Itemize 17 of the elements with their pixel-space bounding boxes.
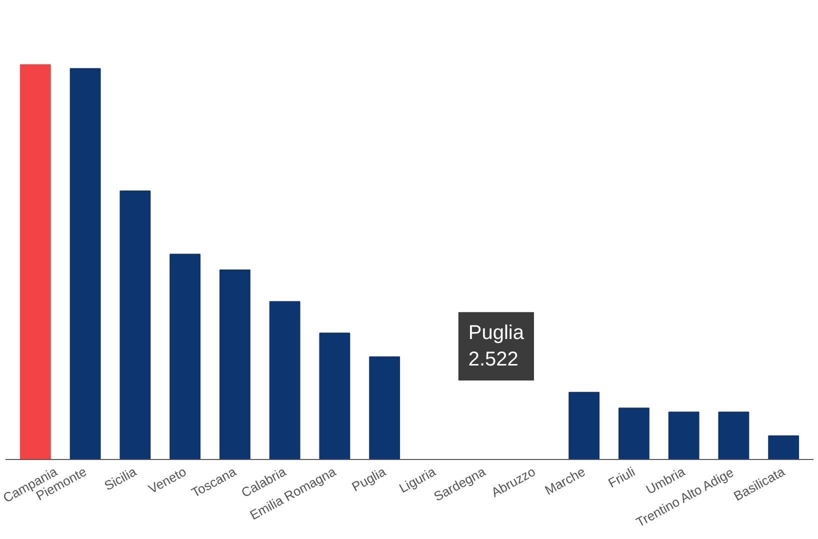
bar [269, 301, 300, 460]
bar [718, 412, 750, 460]
x-tick-label: Friuli [606, 464, 638, 491]
bar [319, 332, 350, 460]
bar [369, 356, 400, 460]
bar [120, 190, 151, 460]
bar [219, 270, 250, 460]
bar [768, 435, 800, 460]
bar [618, 408, 650, 460]
bar [668, 412, 700, 460]
bar [568, 392, 600, 460]
bar [170, 254, 201, 460]
x-tick-label: Sicilia [102, 464, 140, 494]
annotation: Puglia 2.522 [468, 322, 525, 371]
x-tick-label: Puglia [349, 464, 389, 494]
bar [70, 68, 101, 460]
bar [20, 64, 51, 460]
